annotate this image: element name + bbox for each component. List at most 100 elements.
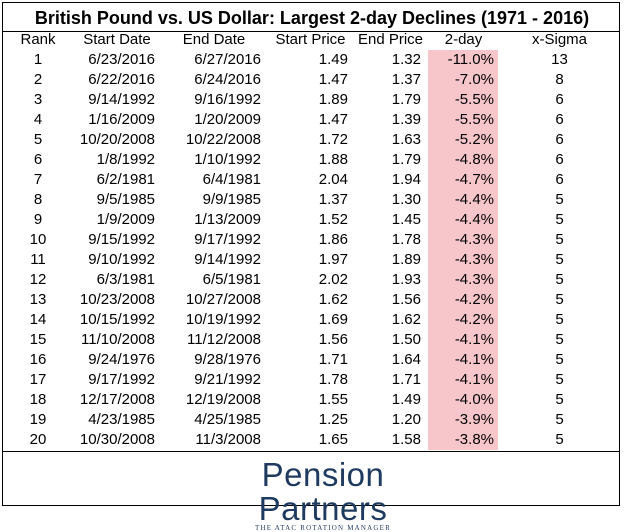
cell-rank: 14: [29, 311, 47, 328]
cell-end-date: 10/22/2008: [185, 131, 261, 148]
cell-start-date: 10/30/2008: [79, 431, 155, 448]
title-divider: [3, 31, 619, 32]
cell-rank: 16: [29, 351, 47, 368]
cell-start-price: 1.47: [318, 111, 348, 128]
cell-x-sigma: 5: [555, 311, 564, 328]
cell-end-price: 1.45: [391, 211, 421, 228]
cell-start-price: 1.37: [318, 191, 348, 208]
cell-end-price: 1.50: [391, 331, 421, 348]
pension-partners-logo: Pension Partners THE ATAC ROTATION MANAG…: [203, 458, 443, 532]
cell-end-date: 9/28/1976: [194, 351, 261, 368]
cell-rank: 13: [29, 291, 47, 308]
cell-start-price: 1.49: [318, 51, 348, 68]
cell-start-date: 10/23/2008: [79, 291, 155, 308]
cell-end-price: 1.62: [391, 311, 421, 328]
cell-x-sigma: 13: [551, 51, 568, 68]
cell-two-day-change: -4.4%: [454, 191, 494, 208]
cell-end-date: 9/14/1992: [194, 251, 261, 268]
cell-end-price: 1.79: [391, 91, 421, 108]
cell-start-price: 2.02: [318, 271, 348, 288]
col-header-x-sigma: x-Sigma: [531, 31, 587, 48]
two-day-column-highlight: [428, 50, 498, 450]
cell-start-date: 11/10/2008: [81, 331, 155, 348]
cell-end-date: 6/4/1981: [202, 171, 261, 188]
table-row: 15 11/10/2008 11/12/2008 1.56 1.50 -4.1% 5: [3, 330, 619, 350]
cell-start-date: 1/16/2009: [88, 111, 155, 128]
cell-end-date: 6/5/1981: [202, 271, 261, 288]
cell-start-date: 9/24/1976: [88, 351, 155, 368]
cell-start-date: 9/17/1992: [88, 371, 155, 388]
cell-end-price: 1.39: [391, 111, 421, 128]
cell-x-sigma: 5: [555, 391, 564, 408]
col-header-rank: Rank: [20, 31, 56, 48]
cell-end-date: 4/25/1985: [194, 411, 261, 428]
cell-end-price: 1.94: [391, 171, 421, 188]
cell-rank: 9: [33, 211, 43, 228]
table-row: 9 1/9/2009 1/13/2009 1.52 1.45 -4.4% 5: [3, 210, 619, 230]
col-header-end-price: End Price: [357, 31, 424, 48]
cell-start-date: 4/23/1985: [88, 411, 155, 428]
cell-end-price: 1.56: [391, 291, 421, 308]
cell-two-day-change: -5.2%: [454, 131, 494, 148]
cell-end-price: 1.63: [391, 131, 421, 148]
header-row: Rank Start Date End Date Start Price End…: [3, 30, 619, 50]
cell-two-day-change: -5.5%: [454, 111, 494, 128]
cell-end-date: 9/17/1992: [194, 231, 261, 248]
cell-two-day-change: -4.3%: [454, 231, 494, 248]
col-header-start-date: Start Date: [83, 31, 151, 48]
cell-end-price: 1.79: [391, 151, 421, 168]
cell-end-date: 11/3/2008: [195, 431, 261, 448]
cell-start-price: 1.56: [318, 331, 348, 348]
table-title: British Pound vs. US Dollar: Largest 2-d…: [34, 8, 590, 28]
cell-x-sigma: 6: [555, 91, 564, 108]
cell-two-day-change: -4.1%: [454, 331, 494, 348]
cell-x-sigma: 5: [555, 191, 564, 208]
cell-rank: 4: [33, 111, 43, 128]
cell-rank: 2: [33, 71, 43, 88]
cell-end-price: 1.58: [391, 431, 421, 448]
cell-x-sigma: 5: [555, 291, 564, 308]
cell-start-price: 1.86: [318, 231, 348, 248]
cell-start-date: 1/9/2009: [96, 211, 155, 228]
cell-end-price: 1.78: [391, 231, 421, 248]
cell-end-date: 6/24/2016: [194, 71, 261, 88]
declines-table: Rank Start Date End Date Start Price End…: [3, 30, 619, 450]
logo-tagline: THE ATAC ROTATION MANAGER: [254, 524, 391, 532]
cell-two-day-change: -11.0%: [447, 51, 494, 68]
cell-start-date: 6/3/1981: [96, 271, 155, 288]
cell-end-date: 11/12/2008: [187, 331, 261, 348]
cell-x-sigma: 6: [555, 131, 564, 148]
cell-rank: 1: [33, 51, 43, 68]
cell-rank: 5: [33, 131, 43, 148]
table-row: 4 1/16/2009 1/20/2009 1.47 1.39 -5.5% 6: [3, 110, 619, 130]
cell-start-price: 1.52: [318, 211, 348, 228]
cell-end-price: 1.37: [391, 71, 421, 88]
cell-rank: 12: [29, 271, 47, 288]
cell-rank: 15: [29, 331, 47, 348]
cell-x-sigma: 6: [555, 111, 564, 128]
cell-x-sigma: 6: [555, 171, 564, 188]
cell-end-date: 1/20/2009: [194, 111, 261, 128]
cell-two-day-change: -4.3%: [454, 251, 494, 268]
cell-x-sigma: 5: [555, 271, 564, 288]
cell-start-date: 9/14/1992: [88, 91, 155, 108]
table-row: 2 6/22/2016 6/24/2016 1.47 1.37 -7.0% 8: [3, 70, 619, 90]
cell-start-date: 10/20/2008: [79, 131, 155, 148]
table-row: 16 9/24/1976 9/28/1976 1.71 1.64 -4.1% 5: [3, 350, 619, 370]
cell-x-sigma: 5: [555, 331, 564, 348]
cell-start-price: 1.55: [318, 391, 348, 408]
cell-end-date: 9/9/1985: [202, 191, 261, 208]
cell-x-sigma: 5: [555, 211, 564, 228]
table-row: 20 10/30/2008 11/3/2008 1.65 1.58 -3.8% 5: [3, 430, 619, 450]
table-row: 19 4/23/1985 4/25/1985 1.25 1.20 -3.9% 5: [3, 410, 619, 430]
cell-end-price: 1.32: [391, 51, 421, 68]
cell-start-date: 9/10/1992: [88, 251, 155, 268]
cell-rank: 11: [30, 251, 46, 268]
cell-start-date: 10/15/1992: [79, 311, 155, 328]
cell-two-day-change: -4.8%: [454, 151, 494, 168]
footer-divider: [3, 451, 619, 452]
cell-start-price: 1.88: [318, 151, 348, 168]
cell-x-sigma: 5: [555, 431, 564, 448]
cell-rank: 3: [33, 91, 43, 108]
cell-end-date: 6/27/2016: [194, 51, 261, 68]
